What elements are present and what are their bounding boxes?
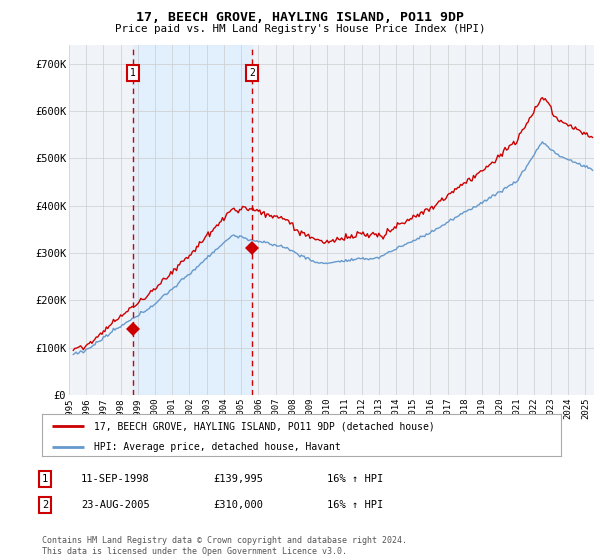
Text: 16% ↑ HPI: 16% ↑ HPI xyxy=(327,500,383,510)
Text: 2: 2 xyxy=(249,68,255,78)
Text: Contains HM Land Registry data © Crown copyright and database right 2024.
This d: Contains HM Land Registry data © Crown c… xyxy=(42,536,407,556)
Text: HPI: Average price, detached house, Havant: HPI: Average price, detached house, Hava… xyxy=(94,442,341,452)
Text: 17, BEECH GROVE, HAYLING ISLAND, PO11 9DP: 17, BEECH GROVE, HAYLING ISLAND, PO11 9D… xyxy=(136,11,464,24)
Text: Price paid vs. HM Land Registry's House Price Index (HPI): Price paid vs. HM Land Registry's House … xyxy=(115,24,485,34)
Text: 11-SEP-1998: 11-SEP-1998 xyxy=(81,474,150,484)
Text: 17, BEECH GROVE, HAYLING ISLAND, PO11 9DP (detached house): 17, BEECH GROVE, HAYLING ISLAND, PO11 9D… xyxy=(94,421,434,431)
Text: 1: 1 xyxy=(42,474,48,484)
Text: £139,995: £139,995 xyxy=(213,474,263,484)
Text: 16% ↑ HPI: 16% ↑ HPI xyxy=(327,474,383,484)
Text: £310,000: £310,000 xyxy=(213,500,263,510)
Text: 1: 1 xyxy=(130,68,136,78)
Text: 2: 2 xyxy=(42,500,48,510)
Text: 23-AUG-2005: 23-AUG-2005 xyxy=(81,500,150,510)
Bar xyxy=(133,45,252,395)
